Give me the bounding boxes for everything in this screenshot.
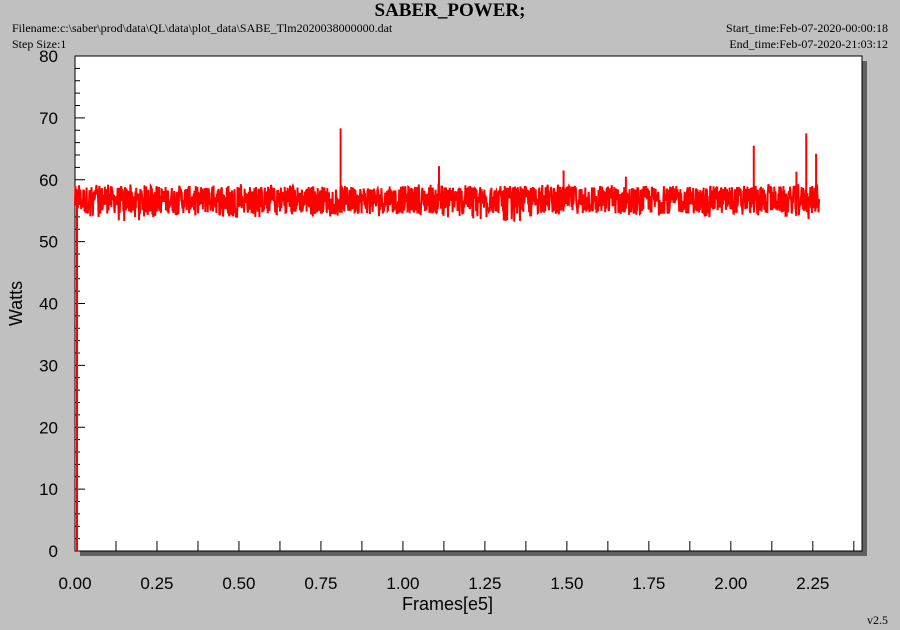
y-tick-label: 50 <box>39 233 58 252</box>
x-tick-label: 1.50 <box>550 574 583 593</box>
filename-label: Filename:c:\saber\prod\data\QL\data\plot… <box>12 21 393 35</box>
x-tick-label: 0.25 <box>140 574 173 593</box>
x-tick-label: 0.00 <box>58 574 91 593</box>
x-tick-label: 2.00 <box>714 574 747 593</box>
x-tick-label: 0.75 <box>304 574 337 593</box>
end-time-label: End_time:Feb-07-2020-21:03:12 <box>729 37 888 51</box>
step-size-label: Step Size:1 <box>12 37 67 51</box>
y-tick-label: 40 <box>39 295 58 314</box>
plot-area <box>74 55 863 552</box>
y-tick-label: 80 <box>39 47 58 66</box>
x-tick-label: 0.50 <box>222 574 255 593</box>
x-tick-label: 1.00 <box>386 574 419 593</box>
y-tick-label: 0 <box>49 542 58 561</box>
version-label: v2.5 <box>867 613 888 627</box>
x-tick-label: 2.25 <box>796 574 829 593</box>
y-tick-label: 30 <box>39 356 58 375</box>
y-tick-label: 10 <box>39 480 58 499</box>
start-time-label: Start_time:Feb-07-2020-00:00:18 <box>726 21 888 35</box>
chart-title: SABER_POWER; <box>374 0 526 21</box>
x-tick-label: 1.25 <box>468 574 501 593</box>
y-axis-label: Watts <box>6 281 26 326</box>
series-line <box>74 182 821 222</box>
x-axis-label: Frames[e5] <box>402 594 493 614</box>
y-tick-label: 20 <box>39 418 58 437</box>
y-tick-label: 70 <box>39 109 58 128</box>
y-tick-label: 60 <box>39 171 58 190</box>
x-tick-label: 1.75 <box>632 574 665 593</box>
